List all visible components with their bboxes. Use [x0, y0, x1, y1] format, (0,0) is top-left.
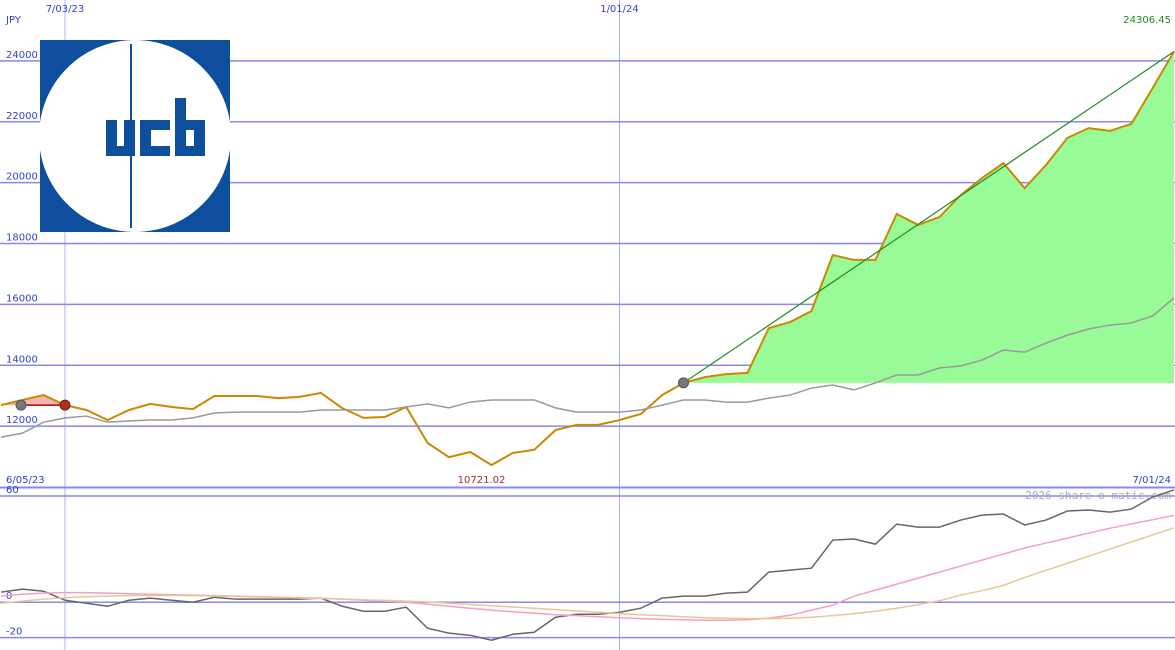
y-tick-label: 16000	[6, 293, 38, 304]
y-tick-label: 24000	[6, 50, 38, 61]
y-tick-label: 12000	[6, 415, 38, 426]
start-marker	[15, 399, 27, 411]
series-line	[0, 527, 1175, 620]
watermark: 2026 share-o-matic.com	[1025, 489, 1171, 502]
logo-letters	[106, 98, 205, 156]
series-line	[0, 51, 1175, 467]
max-label: 24306.45	[1123, 15, 1171, 26]
gain-area	[683, 51, 1174, 383]
y-axis-label: JPY	[5, 15, 22, 26]
trend-line	[683, 51, 1175, 384]
min-label: 10721.02	[458, 475, 506, 486]
y-tick-label: 60	[6, 485, 19, 496]
series-line	[0, 297, 1175, 438]
trend-marker	[677, 377, 689, 389]
x-tick-label: 1/01/24	[600, 4, 639, 15]
y-tick-label: 18000	[6, 233, 38, 244]
y-tick-label: -20	[6, 627, 22, 638]
logo	[39, 40, 231, 232]
x-end-label: 7/01/24	[1132, 475, 1171, 486]
series-line	[0, 489, 1175, 642]
y-tick-label: 20000	[6, 172, 38, 183]
y-tick-label: 22000	[6, 111, 38, 122]
x-start-label: 6/05/23	[6, 475, 45, 486]
end-marker	[59, 399, 71, 411]
y-tick-label: 0	[6, 591, 12, 602]
plot: 7/03/23 1/01/24 12000 14000 16000 18000 20000 2…	[0, 4, 1175, 642]
x-tick-label: 7/03/23	[46, 4, 85, 15]
series-line	[0, 514, 1175, 622]
y-tick-label: 14000	[6, 354, 38, 365]
